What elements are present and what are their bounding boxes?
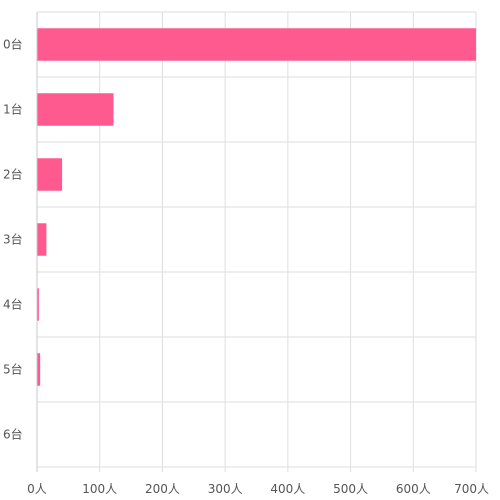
category-label: 4台 [3,297,23,312]
x-tick-label: 400人 [270,482,305,496]
bar [37,93,114,126]
x-tick-label: 100人 [82,482,117,496]
category-label: 2台 [3,167,23,182]
x-tick-label: 200人 [145,482,180,496]
x-tick-label: 300人 [208,482,243,496]
bar [37,28,476,61]
category-labels: 0台 1台 2台 3台 4台 5台 6台 [3,37,23,442]
bar [37,353,41,386]
bar [37,158,63,191]
x-tick-labels: 0人 100人 200人 300人 400人 500人 600人 700人 [27,482,489,496]
category-label: 3台 [3,232,23,247]
category-label: 1台 [3,102,23,117]
x-tick-label: 600人 [396,482,431,496]
x-tick-label: 700人 [454,482,489,496]
category-label: 5台 [3,362,23,377]
category-label: 0台 [3,37,23,52]
bars [37,28,476,386]
bar [37,223,47,256]
category-label: 6台 [3,427,23,442]
x-tick-label: 500人 [333,482,368,496]
bar [37,288,39,321]
x-tick-label: 0人 [27,482,47,496]
gridlines [36,11,477,472]
